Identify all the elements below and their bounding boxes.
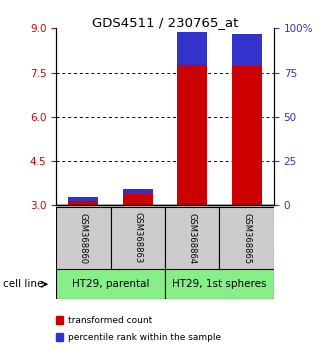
Bar: [111, 207, 165, 269]
Bar: [177, 32, 207, 65]
Text: GSM368864: GSM368864: [188, 212, 197, 264]
Bar: [68, 201, 98, 205]
Bar: [68, 198, 98, 201]
Bar: [219, 207, 274, 269]
Text: GSM368860: GSM368860: [79, 212, 88, 264]
Text: GSM368863: GSM368863: [133, 212, 142, 264]
Bar: [123, 194, 153, 205]
Bar: [177, 32, 207, 205]
Bar: [56, 316, 63, 324]
Bar: [56, 207, 111, 269]
Text: GDS4511 / 230765_at: GDS4511 / 230765_at: [92, 16, 238, 29]
Text: percentile rank within the sample: percentile rank within the sample: [68, 332, 221, 342]
Text: GSM368865: GSM368865: [242, 212, 251, 264]
Bar: [165, 207, 219, 269]
Bar: [232, 34, 262, 66]
Text: transformed count: transformed count: [68, 316, 152, 325]
Text: HT29, 1st spheres: HT29, 1st spheres: [172, 279, 267, 289]
Text: HT29, parental: HT29, parental: [72, 279, 149, 289]
Bar: [232, 34, 262, 205]
Bar: [56, 333, 63, 341]
Bar: [56, 269, 165, 299]
Bar: [165, 269, 274, 299]
Bar: [123, 189, 153, 194]
Text: cell line: cell line: [3, 279, 44, 289]
